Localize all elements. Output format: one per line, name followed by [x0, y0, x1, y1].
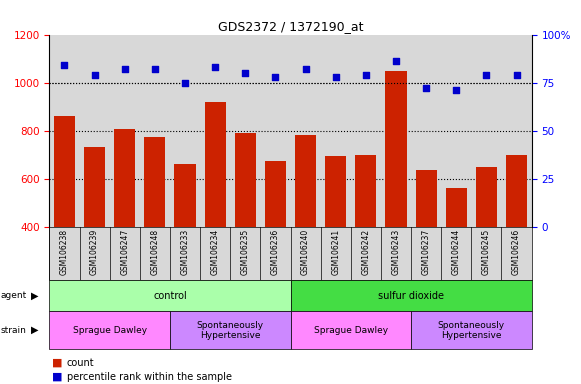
Text: Spontaneously
Hypertensive: Spontaneously Hypertensive: [196, 321, 264, 340]
Bar: [235, 133, 256, 227]
Text: count: count: [67, 358, 95, 368]
Point: [150, 66, 160, 72]
Text: ▶: ▶: [31, 291, 39, 301]
Text: GSM106240: GSM106240: [301, 229, 310, 275]
Point: [210, 64, 220, 70]
Text: ■: ■: [52, 372, 63, 382]
Text: GSM106241: GSM106241: [331, 229, 340, 275]
Point: [120, 66, 130, 72]
Text: GSM106234: GSM106234: [211, 229, 220, 275]
Bar: [415, 170, 437, 227]
Bar: [114, 129, 135, 227]
Title: GDS2372 / 1372190_at: GDS2372 / 1372190_at: [218, 20, 363, 33]
Bar: [506, 155, 527, 227]
Text: GSM106247: GSM106247: [120, 229, 129, 275]
Text: Sprague Dawley: Sprague Dawley: [314, 326, 388, 335]
Point: [241, 70, 250, 76]
Bar: [205, 102, 225, 227]
Text: control: control: [153, 291, 187, 301]
Bar: [411, 311, 532, 349]
Point: [90, 72, 99, 78]
Bar: [174, 164, 196, 227]
Bar: [446, 188, 467, 227]
Bar: [49, 311, 170, 349]
Text: strain: strain: [1, 326, 27, 335]
Bar: [295, 136, 316, 227]
Text: GSM106239: GSM106239: [90, 229, 99, 275]
Bar: [54, 116, 75, 227]
Text: Spontaneously
Hypertensive: Spontaneously Hypertensive: [437, 321, 505, 340]
Text: GSM106244: GSM106244: [452, 229, 461, 275]
Text: GSM106236: GSM106236: [271, 229, 280, 275]
Bar: [385, 71, 407, 227]
Text: GSM106233: GSM106233: [181, 229, 189, 275]
Text: agent: agent: [1, 291, 27, 300]
Bar: [356, 155, 376, 227]
Bar: [290, 280, 532, 311]
Text: Sprague Dawley: Sprague Dawley: [73, 326, 147, 335]
Point: [451, 87, 461, 93]
Text: ▶: ▶: [31, 325, 39, 335]
Bar: [170, 311, 290, 349]
Point: [512, 72, 521, 78]
Bar: [84, 147, 105, 227]
Text: GSM106243: GSM106243: [392, 229, 400, 275]
Text: GSM106242: GSM106242: [361, 229, 370, 275]
Point: [331, 74, 340, 80]
Point: [271, 74, 280, 80]
Point: [482, 72, 491, 78]
Point: [392, 58, 401, 65]
Text: GSM106246: GSM106246: [512, 229, 521, 275]
Text: GSM106248: GSM106248: [150, 229, 159, 275]
Text: percentile rank within the sample: percentile rank within the sample: [67, 372, 232, 382]
Point: [361, 72, 371, 78]
Bar: [325, 156, 346, 227]
Point: [301, 66, 310, 72]
Text: GSM106237: GSM106237: [422, 229, 431, 275]
Bar: [476, 167, 497, 227]
Text: sulfur dioxide: sulfur dioxide: [378, 291, 444, 301]
Text: GSM106235: GSM106235: [241, 229, 250, 275]
Point: [421, 85, 431, 91]
Text: ■: ■: [52, 358, 63, 368]
Point: [180, 79, 189, 86]
Bar: [49, 280, 290, 311]
Bar: [290, 311, 411, 349]
Bar: [265, 161, 286, 227]
Bar: [144, 137, 166, 227]
Text: GSM106245: GSM106245: [482, 229, 491, 275]
Point: [60, 62, 69, 68]
Text: GSM106238: GSM106238: [60, 229, 69, 275]
